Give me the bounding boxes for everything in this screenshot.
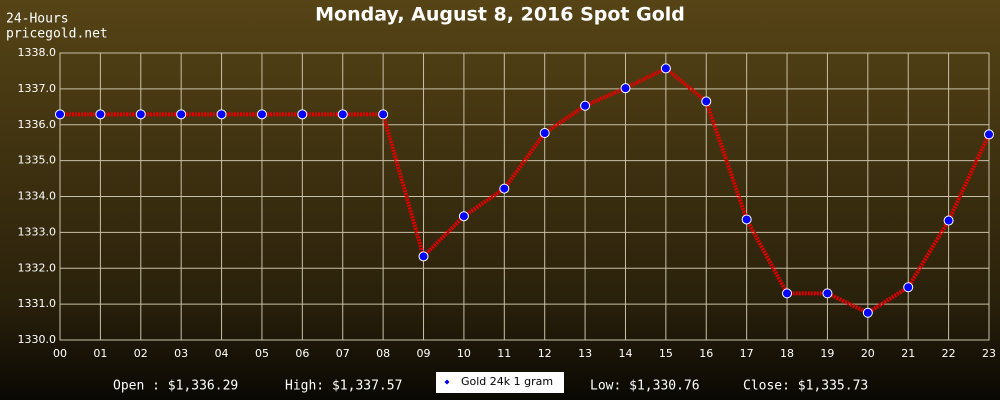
series-line: [60, 66, 991, 316]
data-point: [782, 288, 793, 299]
x-tick-label: 22: [942, 347, 956, 360]
x-tick-label: 17: [740, 347, 754, 360]
legend-box: [436, 372, 564, 393]
data-point: [378, 109, 389, 120]
x-tick-label: 14: [618, 347, 632, 360]
data-point: [337, 109, 348, 120]
x-tick-label: 20: [861, 347, 875, 360]
data-point: [539, 128, 550, 139]
y-tick-label: 1336.0: [18, 118, 57, 131]
data-point: [660, 63, 671, 74]
data-point: [943, 215, 954, 226]
y-tick-label: 1330.0: [18, 333, 57, 346]
x-tick-label: 23: [982, 347, 996, 360]
y-tick-label: 1338.0: [18, 46, 57, 59]
x-tick-label: 09: [417, 347, 431, 360]
x-tick-label: 06: [295, 347, 309, 360]
legend-marker: [444, 379, 450, 385]
x-tick-label: 12: [538, 347, 552, 360]
subtitle: 24-Hours: [6, 12, 69, 27]
data-point: [701, 96, 712, 107]
data-point: [135, 109, 146, 120]
x-tick-label: 02: [134, 347, 148, 360]
x-tick-label: 21: [901, 347, 915, 360]
x-tick-label: 08: [376, 347, 390, 360]
data-point: [822, 288, 833, 299]
y-tick-label: 1334.0: [18, 190, 57, 203]
data-point: [862, 307, 873, 318]
y-tick-label: 1337.0: [18, 82, 57, 95]
y-tick-label: 1332.0: [18, 261, 57, 274]
x-tick-label: 15: [659, 347, 673, 360]
data-point: [741, 214, 752, 225]
legend-label: Gold 24k 1 gram: [461, 375, 553, 388]
x-tick-label: 19: [820, 347, 834, 360]
chart-title: Monday, August 8, 2016 Spot Gold: [315, 4, 685, 26]
data-point: [580, 100, 591, 111]
x-tick-label: 05: [255, 347, 269, 360]
y-tick-label: 1331.0: [18, 297, 57, 310]
data-point: [418, 251, 429, 262]
open-label: Open : $1,336.29: [113, 379, 238, 394]
x-tick-label: 11: [497, 347, 511, 360]
data-point: [95, 109, 106, 120]
data-point: [499, 183, 510, 194]
x-tick-label: 07: [336, 347, 350, 360]
source: pricegold.net: [6, 27, 108, 42]
high-label: High: $1,337.57: [285, 379, 402, 394]
data-point: [903, 282, 914, 293]
x-tick-label: 00: [53, 347, 67, 360]
data-point: [256, 109, 267, 120]
data-point: [176, 109, 187, 120]
data-point: [216, 109, 227, 120]
x-tick-label: 01: [93, 347, 107, 360]
data-point: [620, 83, 631, 94]
data-point: [297, 109, 308, 120]
x-tick-label: 18: [780, 347, 794, 360]
data-point: [458, 211, 469, 222]
y-tick-label: 1333.0: [18, 225, 57, 238]
y-tick-label: 1335.0: [18, 154, 57, 167]
data-point: [984, 129, 994, 140]
data-point: [55, 109, 65, 120]
close-label: Close: $1,335.73: [743, 379, 868, 394]
x-tick-label: 04: [215, 347, 229, 360]
low-label: Low: $1,330.76: [590, 379, 700, 394]
x-tick-label: 13: [578, 347, 592, 360]
x-tick-label: 16: [699, 347, 713, 360]
x-tick-label: 10: [457, 347, 471, 360]
x-tick-label: 03: [174, 347, 188, 360]
